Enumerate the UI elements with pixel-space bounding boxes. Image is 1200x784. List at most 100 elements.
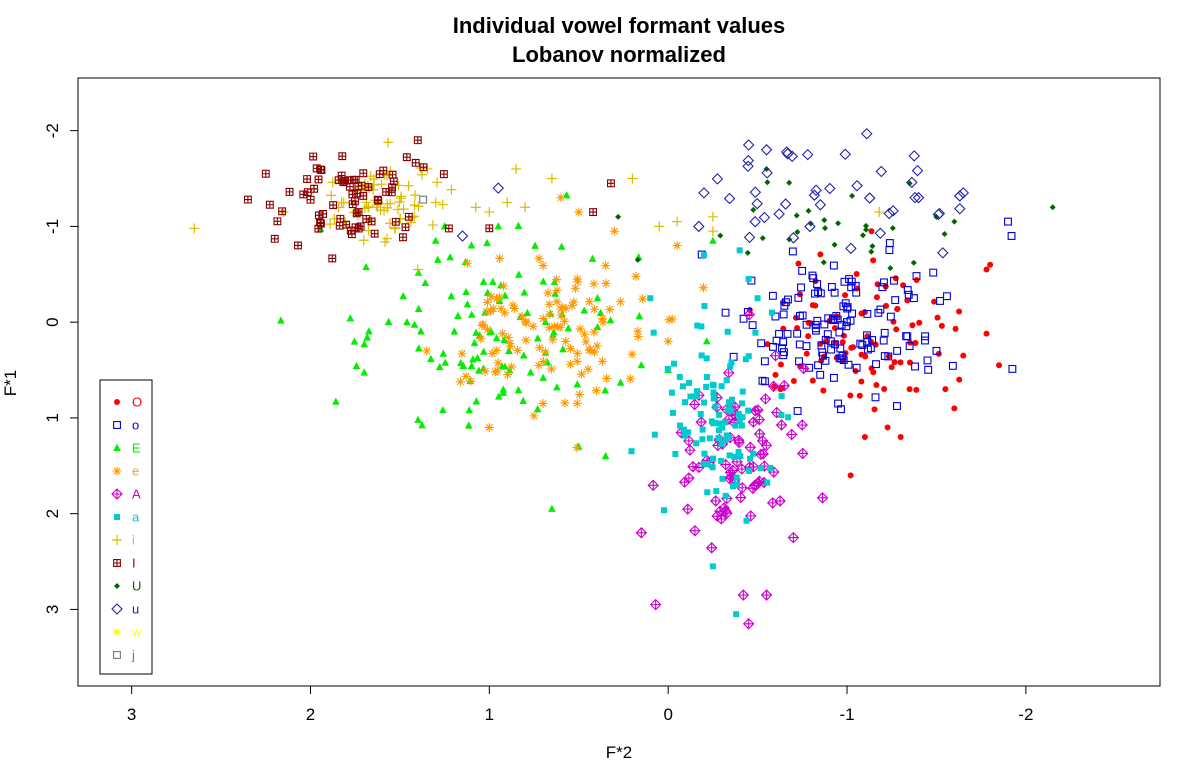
data-point (370, 229, 379, 238)
data-point (860, 128, 873, 140)
data-point (785, 428, 798, 441)
data-point (891, 296, 900, 305)
data-point (778, 393, 785, 400)
data-point (816, 289, 825, 298)
series-a (628, 247, 792, 618)
data-point (680, 383, 687, 390)
data-point (876, 305, 885, 314)
data-point (709, 563, 716, 570)
data-point (863, 226, 870, 233)
data-point (759, 393, 772, 405)
y-tick-label: -2 (43, 123, 62, 138)
data-point (797, 283, 805, 292)
data-point (410, 190, 421, 201)
data-point (859, 232, 866, 239)
data-point (725, 399, 732, 406)
data-point (435, 362, 444, 371)
data-point (552, 275, 562, 285)
series-j (419, 195, 428, 204)
data-point (737, 589, 750, 601)
data-point (835, 220, 842, 227)
data-point (716, 411, 723, 418)
data-point (494, 222, 503, 230)
legend-item: e (112, 464, 139, 479)
data-point (802, 320, 811, 329)
y-tick-label: 3 (43, 605, 62, 614)
data-point (575, 324, 585, 334)
data-point (417, 327, 425, 335)
legend-marker (113, 443, 121, 451)
data-point (908, 150, 920, 162)
data-point (382, 187, 391, 196)
data-point (556, 304, 566, 314)
data-point (413, 136, 422, 145)
data-point (495, 253, 505, 263)
data-point (483, 325, 493, 335)
data-point (779, 198, 792, 210)
data-point (795, 260, 802, 267)
data-point (885, 353, 892, 360)
data-point (461, 371, 471, 381)
data-point (699, 436, 706, 443)
data-point (861, 434, 868, 441)
data-point (335, 221, 344, 230)
data-point (189, 223, 200, 234)
data-point (874, 227, 887, 240)
data-point (635, 527, 648, 539)
data-point (427, 220, 438, 231)
data-point (873, 294, 880, 301)
data-point (811, 326, 820, 335)
data-point (447, 292, 456, 300)
data-point (332, 397, 340, 405)
data-point (912, 340, 919, 347)
data-point (310, 184, 318, 193)
data-point (844, 360, 853, 369)
data-point (775, 419, 788, 431)
data-point (807, 220, 814, 227)
data-point (774, 495, 786, 507)
y-tick-label: 2 (43, 509, 62, 518)
data-point (327, 177, 338, 188)
data-point (432, 177, 443, 188)
data-point (634, 256, 641, 263)
data-point (496, 304, 506, 314)
data-point (511, 163, 522, 174)
data-point (739, 414, 746, 421)
data-point (996, 362, 1003, 369)
data-point (884, 352, 893, 361)
data-point (711, 510, 723, 522)
data-point (589, 208, 598, 216)
data-point (801, 148, 814, 161)
data-point (987, 261, 994, 268)
series-I (243, 136, 615, 263)
data-point (403, 318, 411, 326)
data-point (270, 234, 279, 243)
legend-label: e (132, 464, 139, 479)
data-point (698, 352, 705, 359)
data-point (676, 373, 683, 380)
data-point (840, 277, 849, 286)
data-point (796, 447, 809, 460)
data-point (566, 359, 576, 369)
data-point (713, 488, 720, 495)
data-point (680, 426, 687, 433)
data-point (809, 377, 816, 384)
legend-marker (114, 514, 120, 520)
data-point (503, 370, 513, 380)
x-axis: 3 2 1 0 -1 -2 (127, 685, 1033, 724)
data-point (531, 241, 539, 249)
data-point (738, 400, 745, 407)
data-point (338, 197, 349, 208)
data-point (824, 182, 836, 195)
data-point (811, 289, 819, 298)
data-point (838, 351, 847, 360)
data-point (953, 190, 966, 202)
data-point (755, 448, 767, 461)
legend-marker (112, 535, 122, 545)
data-point (906, 386, 913, 393)
data-point (670, 409, 677, 416)
data-point (485, 224, 494, 233)
data-point (459, 361, 468, 370)
data-point (430, 197, 441, 208)
data-point (472, 397, 481, 405)
